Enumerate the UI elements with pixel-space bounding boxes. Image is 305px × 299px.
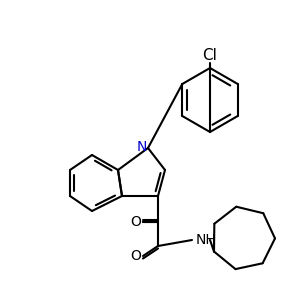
Text: N: N	[137, 140, 147, 154]
Text: O: O	[131, 215, 142, 229]
Text: O: O	[131, 249, 142, 263]
Text: NH: NH	[196, 233, 217, 247]
Text: Cl: Cl	[203, 48, 217, 62]
